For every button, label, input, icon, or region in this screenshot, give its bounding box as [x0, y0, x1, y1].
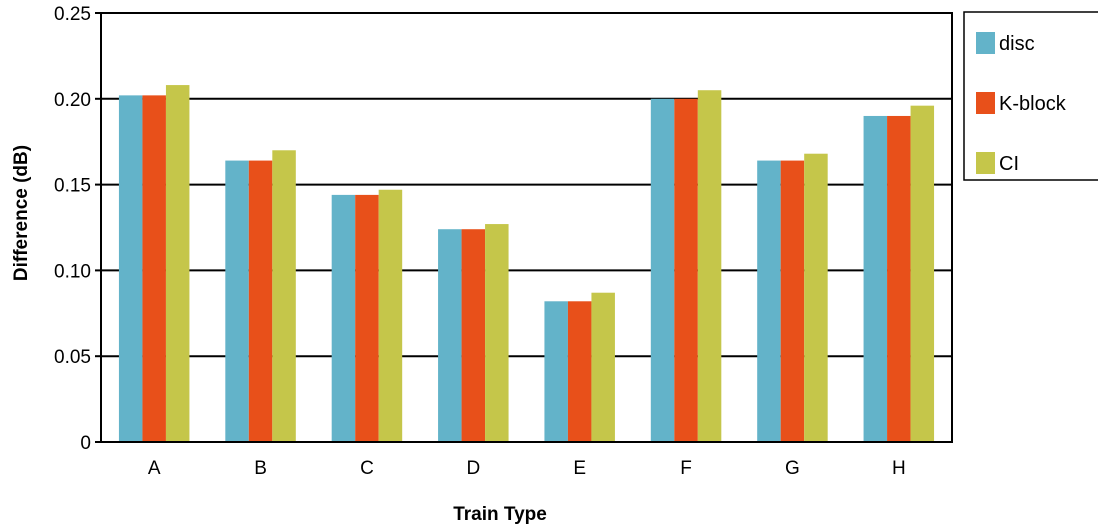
bar-disc-g — [757, 160, 781, 443]
bar-ci-a — [165, 85, 190, 443]
bar-disc-f — [650, 98, 675, 443]
y-tick-label: 0.20 — [54, 90, 91, 111]
legend-swatch-ci — [976, 152, 995, 174]
y-tick-label: 0.25 — [54, 4, 91, 25]
legend-swatch-k-block — [976, 92, 995, 114]
y-axis-ticks: 0 0.05 0.10 0.15 0.20 0.25 — [54, 4, 101, 454]
legend-label-ci: CI — [999, 153, 1019, 175]
bar-ci-f — [697, 90, 722, 442]
y-axis-title: Difference (dB) — [11, 145, 32, 281]
bar-ci-d — [485, 224, 509, 442]
x-tick-label: G — [785, 458, 800, 479]
bar-k-block-c — [355, 194, 379, 442]
bar-k-block-e — [567, 301, 592, 442]
x-tick-label: F — [680, 458, 692, 479]
bar-k-block-g — [780, 160, 805, 443]
x-tick-label: B — [254, 458, 267, 479]
bar-k-block-b — [248, 160, 273, 443]
x-axis-title: Train Type — [453, 504, 547, 525]
plot-frame — [100, 12, 953, 443]
bar-disc-d — [438, 229, 462, 442]
bar-disc-a — [118, 95, 143, 443]
bar-k-block-f — [674, 98, 698, 443]
legend-label-disc: disc — [999, 33, 1035, 55]
bar-k-block-d — [461, 229, 486, 442]
bar-disc-b — [225, 160, 249, 443]
bar-disc-h — [863, 115, 888, 443]
x-tick-label: D — [466, 458, 480, 479]
bar-ci-h — [910, 105, 935, 442]
y-tick-label: 0.05 — [54, 347, 91, 368]
legend-label-k-block: K-block — [999, 93, 1067, 115]
bars — [118, 85, 935, 443]
legend-frame — [963, 11, 1098, 181]
bar-disc-e — [544, 301, 568, 442]
legend-swatch-disc — [976, 32, 995, 54]
y-tick-label: 0.15 — [54, 176, 91, 197]
bar-ci-b — [272, 150, 296, 442]
x-tick-label: H — [892, 458, 906, 479]
x-tick-label: C — [360, 458, 374, 479]
y-tick-label: 0 — [80, 433, 91, 454]
bar-ci-e — [591, 292, 615, 442]
x-tick-label: E — [573, 458, 586, 479]
bar-disc-c — [331, 194, 356, 442]
legend: disc K-block CI — [963, 11, 1098, 181]
x-axis-ticks: A B C D E F G H — [148, 458, 906, 479]
bar-k-block-a — [142, 95, 166, 443]
bar-ci-g — [804, 153, 828, 442]
bar-k-block-h — [887, 115, 911, 443]
x-tick-label: A — [148, 458, 161, 479]
y-tick-label: 0.10 — [54, 261, 91, 282]
bar-ci-c — [378, 189, 403, 442]
